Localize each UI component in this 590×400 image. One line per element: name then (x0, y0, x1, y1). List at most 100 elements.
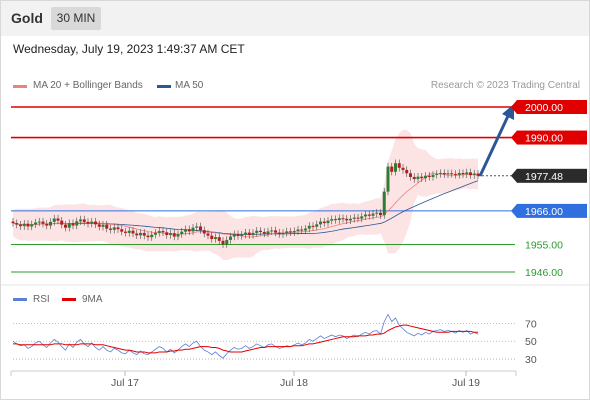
candle-body (75, 221, 79, 226)
candle-body (191, 227, 195, 232)
candle-body (11, 221, 15, 224)
candle-body (397, 163, 401, 168)
candle-body (139, 232, 142, 236)
candle-body (229, 236, 232, 240)
forecast-arrow-shaft (478, 115, 510, 177)
candle-body (281, 232, 285, 235)
rsi-line (12, 313, 479, 359)
candle-body (109, 228, 112, 230)
candle-body (157, 231, 161, 233)
timeframe-button[interactable]: 30 MIN (51, 7, 101, 30)
level-label: 1955.00 (525, 240, 563, 252)
rsi-level-label: 50 (525, 336, 537, 348)
candle-body (97, 224, 101, 227)
candle-body (409, 173, 412, 177)
candle-body (375, 212, 379, 214)
candle-body (420, 176, 424, 179)
candle-body (41, 221, 45, 224)
candle-body (266, 231, 270, 234)
candle-body (270, 230, 274, 232)
candle-body (469, 172, 472, 176)
candle-body (135, 233, 139, 236)
candle-body (371, 213, 375, 216)
candle-body (199, 226, 202, 231)
candle-body (277, 232, 281, 235)
candle-body (457, 173, 461, 175)
candle-body (341, 218, 345, 220)
candle-body (244, 232, 247, 235)
candle-body (349, 218, 352, 221)
candle-body (427, 175, 431, 177)
candle-body (172, 233, 176, 237)
level-label: 1966.00 (525, 206, 563, 218)
candle-body (255, 230, 259, 233)
rsi-swatch (13, 298, 27, 301)
candle-body (161, 231, 165, 233)
candle-body (285, 231, 289, 233)
candle-body (450, 173, 454, 175)
candle-body (67, 223, 71, 228)
candle-body (330, 219, 334, 221)
rsi-level-label: 70 (525, 318, 537, 330)
candle-body (431, 174, 435, 177)
candle-body (184, 229, 187, 232)
level-badge-tip (511, 130, 517, 145)
candle-body (90, 221, 94, 224)
candle-body (412, 176, 416, 180)
candle-body (206, 233, 210, 236)
candle-body (86, 221, 90, 224)
candle-body (19, 224, 22, 227)
candle-body (360, 216, 364, 219)
candle-body (30, 224, 34, 227)
candle-body (247, 232, 251, 236)
candle-body (465, 172, 469, 175)
candle-body (319, 221, 322, 225)
candle-body (195, 226, 199, 228)
candle-body (382, 191, 386, 216)
candle-body (292, 231, 296, 233)
candle-body (472, 173, 476, 176)
level-label: 1977.48 (525, 171, 563, 183)
candle-body (476, 173, 480, 176)
candle-body (334, 219, 337, 221)
candle-body (202, 230, 206, 234)
level-badge-tip (511, 203, 517, 218)
candle-body (304, 228, 307, 231)
candle-body (416, 176, 420, 180)
candle-body (386, 166, 390, 192)
candle-body (221, 240, 225, 245)
candle-body (405, 169, 409, 174)
candle-body (352, 217, 356, 219)
rsi-ma-legend-label: 9MA (82, 294, 103, 305)
candle-body (79, 219, 82, 222)
candle-body (154, 232, 157, 235)
candle-body (390, 166, 394, 172)
candle-body (82, 219, 86, 222)
candle-body (232, 234, 236, 237)
candle-body (296, 229, 300, 232)
level-badge-tip (511, 100, 517, 114)
ma20-legend-label: MA 20 + Bollinger Bands (33, 80, 143, 91)
timestamp: Wednesday, July 19, 2023 1:49:37 AM CET (13, 42, 245, 56)
candle-body (101, 224, 105, 227)
copyright-text: Research © 2023 Trading Central (430, 80, 580, 91)
candle-body (127, 230, 131, 233)
bollinger-band (13, 129, 478, 261)
candle-body (435, 173, 439, 175)
forecast-arrow-head (502, 104, 514, 120)
x-tick-label: Jul 19 (452, 377, 480, 389)
candle-body (210, 235, 214, 239)
rsi-legend-label: RSI (33, 294, 50, 305)
candle-body (187, 229, 191, 232)
candle-body (120, 229, 124, 232)
level-badge (517, 203, 587, 218)
candle-body (49, 221, 52, 226)
candle-body (150, 234, 154, 238)
candle-body (146, 235, 150, 238)
candle-body (116, 227, 120, 230)
candle-body (379, 212, 382, 216)
candle-body (337, 218, 341, 221)
candle-body (142, 232, 146, 236)
candle-body (217, 237, 221, 241)
